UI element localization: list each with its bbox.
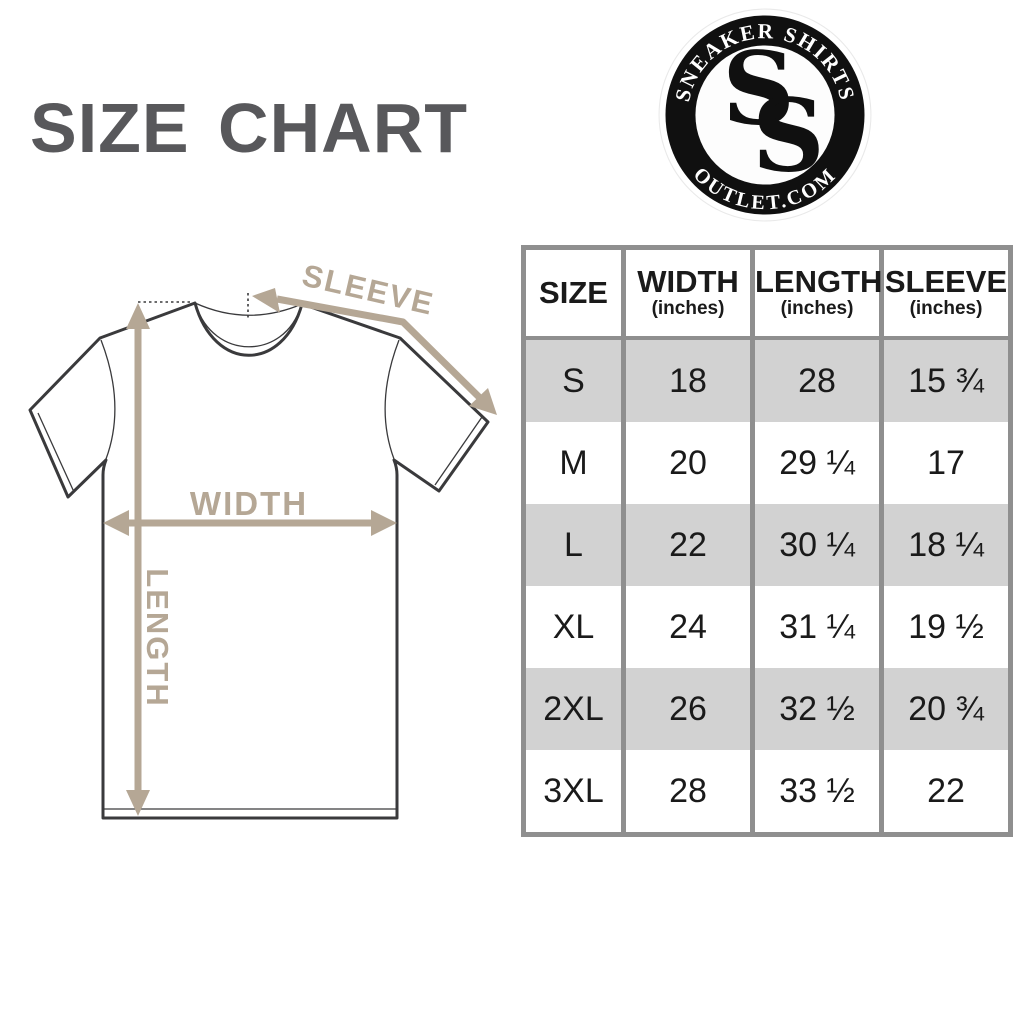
right-cuff-seam xyxy=(434,416,483,486)
cell-sleeve: 20 ¾ xyxy=(879,668,1013,750)
cell-sleeve: 17 xyxy=(879,422,1013,504)
cell-size: L xyxy=(521,504,626,586)
cell-sleeve: 19 ½ xyxy=(879,586,1013,668)
cell-width: 22 xyxy=(621,504,755,586)
length-arrow xyxy=(126,303,150,816)
tshirt-measurement-diagram: WIDTH LENGTH SLEEVE xyxy=(28,265,497,820)
cell-sleeve: 22 xyxy=(879,750,1013,835)
col-header-sleeve-sub: (inches) xyxy=(909,297,983,319)
cell-size: 3XL xyxy=(521,750,626,835)
col-header-width-sub: (inches) xyxy=(651,297,725,319)
table-row-xl: XL 24 31 ¼ 19 ½ xyxy=(521,586,1013,668)
cell-sleeve: 18 ¼ xyxy=(879,504,1013,586)
table-row-s: S 18 28 15 ¾ xyxy=(521,338,1013,422)
table-row-l: L 22 30 ¼ 18 ¼ xyxy=(521,504,1013,586)
cell-width: 18 xyxy=(621,338,755,422)
col-header-length-label: LENGTH xyxy=(755,264,883,300)
cell-size: 2XL xyxy=(521,668,626,750)
tshirt-outline xyxy=(28,301,490,820)
col-header-sleeve-label: SLEEVE xyxy=(884,264,1008,300)
cell-sleeve: 15 ¾ xyxy=(879,338,1013,422)
logo-inner-circle xyxy=(695,45,835,185)
page-title: SIZE CHART xyxy=(30,89,468,167)
cell-length: 28 xyxy=(750,338,884,422)
width-arrow xyxy=(103,510,397,536)
table-row-m: M 20 29 ¼ 17 xyxy=(521,422,1013,504)
width-label: WIDTH xyxy=(190,485,308,522)
col-header-width: WIDTH (inches) xyxy=(621,247,755,340)
brand-logo: SNEAKER SHIRTS OUTLET.COM S S xyxy=(658,8,872,222)
table-row-2xl: 2XL 26 32 ½ 20 ¾ xyxy=(521,668,1013,750)
length-label: LENGTH xyxy=(140,568,175,707)
col-header-sleeve: SLEEVE (inches) xyxy=(879,247,1013,340)
cell-width: 26 xyxy=(621,668,755,750)
col-header-size: SIZE xyxy=(521,247,626,340)
col-header-length: LENGTH (inches) xyxy=(750,247,884,340)
collar-inner-seam xyxy=(195,304,302,348)
cell-length: 31 ¼ xyxy=(750,586,884,668)
cell-length: 33 ½ xyxy=(750,750,884,835)
monogram-letter-2: S xyxy=(752,77,825,195)
cell-size: XL xyxy=(521,586,626,668)
cell-size: M xyxy=(521,422,626,504)
table-row-3xl: 3XL 28 33 ½ 22 xyxy=(521,750,1013,835)
cell-width: 24 xyxy=(621,586,755,668)
col-header-size-label: SIZE xyxy=(539,274,608,310)
cell-length: 32 ½ xyxy=(750,668,884,750)
cell-width: 20 xyxy=(621,422,755,504)
cell-length: 30 ¼ xyxy=(750,504,884,586)
cell-length: 29 ¼ xyxy=(750,422,884,504)
left-armhole-seam xyxy=(100,339,116,460)
cell-size: S xyxy=(521,338,626,422)
right-armhole-seam xyxy=(384,339,400,460)
col-header-length-sub: (inches) xyxy=(780,297,854,319)
size-table: SIZE WIDTH (inches) LENGTH (inches) SLEE… xyxy=(521,245,1013,837)
left-cuff-seam xyxy=(37,412,75,493)
sleeve-arrow xyxy=(252,288,497,415)
cell-width: 28 xyxy=(621,750,755,835)
col-header-width-label: WIDTH xyxy=(637,264,739,300)
monogram-letter-1: S xyxy=(722,30,795,148)
table-header-row: SIZE WIDTH (inches) LENGTH (inches) SLEE… xyxy=(521,247,1013,340)
logo-ss-monogram: S S xyxy=(722,30,825,195)
